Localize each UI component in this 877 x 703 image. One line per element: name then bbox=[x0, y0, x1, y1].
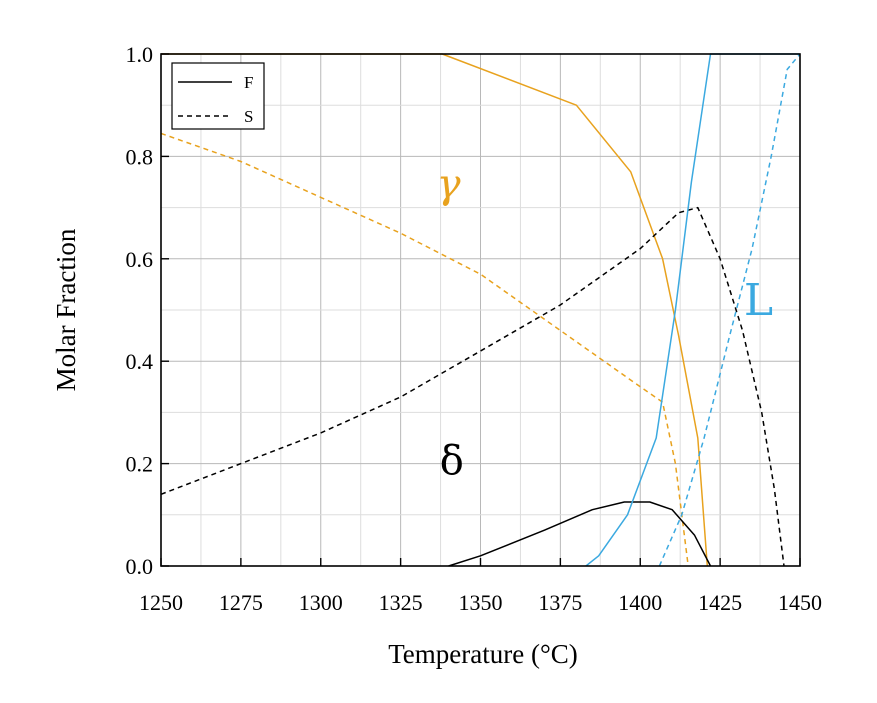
y-axis-title: Molar Fraction bbox=[51, 228, 81, 391]
series-line-gamma-solid bbox=[161, 53, 709, 567]
y-tick-label: 1.0 bbox=[126, 42, 154, 67]
x-tick-label: 1425 bbox=[698, 590, 742, 615]
series-line-delta-solid bbox=[448, 501, 712, 567]
phase-labels: γ δ L bbox=[437, 161, 773, 483]
legend-box bbox=[171, 62, 265, 130]
x-tick-label: 1250 bbox=[139, 590, 183, 615]
y-tick-label: 0.0 bbox=[126, 554, 154, 579]
y-tick-label: 0.6 bbox=[126, 247, 154, 272]
gamma-label: γ bbox=[437, 161, 461, 207]
y-tick-labels: 0.0 0.2 0.4 0.6 0.8 1.0 bbox=[126, 42, 154, 579]
x-tick-labels: 1250 1275 1300 1325 1350 1375 1400 1425 1450 bbox=[139, 590, 822, 615]
liquid-label: L bbox=[744, 275, 773, 326]
y-tick-label: 0.4 bbox=[126, 349, 154, 374]
delta-label: δ bbox=[440, 438, 464, 484]
legend-label-f: F bbox=[244, 73, 253, 92]
x-tick-label: 1275 bbox=[219, 590, 263, 615]
series-group bbox=[160, 53, 801, 567]
series-line-liquid-dashed bbox=[658, 53, 801, 567]
x-axis-title: Temperature (°C) bbox=[388, 639, 578, 669]
x-tick-label: 1350 bbox=[459, 590, 503, 615]
tick-marks bbox=[160, 53, 801, 567]
x-tick-label: 1400 bbox=[618, 590, 662, 615]
x-tick-label: 1300 bbox=[299, 590, 343, 615]
legend-label-s: S bbox=[244, 107, 253, 126]
grid bbox=[161, 54, 800, 566]
x-tick-label: 1375 bbox=[538, 590, 582, 615]
x-tick-label: 1325 bbox=[379, 590, 423, 615]
x-tick-label: 1450 bbox=[778, 590, 822, 615]
series-line-liquid-solid bbox=[585, 53, 800, 567]
y-tick-label: 0.2 bbox=[126, 452, 154, 477]
legend: F S bbox=[171, 62, 265, 130]
y-tick-label: 0.8 bbox=[126, 144, 154, 169]
series-line-gamma-dashed bbox=[160, 132, 689, 567]
series-line-delta-dashed bbox=[160, 206, 785, 567]
